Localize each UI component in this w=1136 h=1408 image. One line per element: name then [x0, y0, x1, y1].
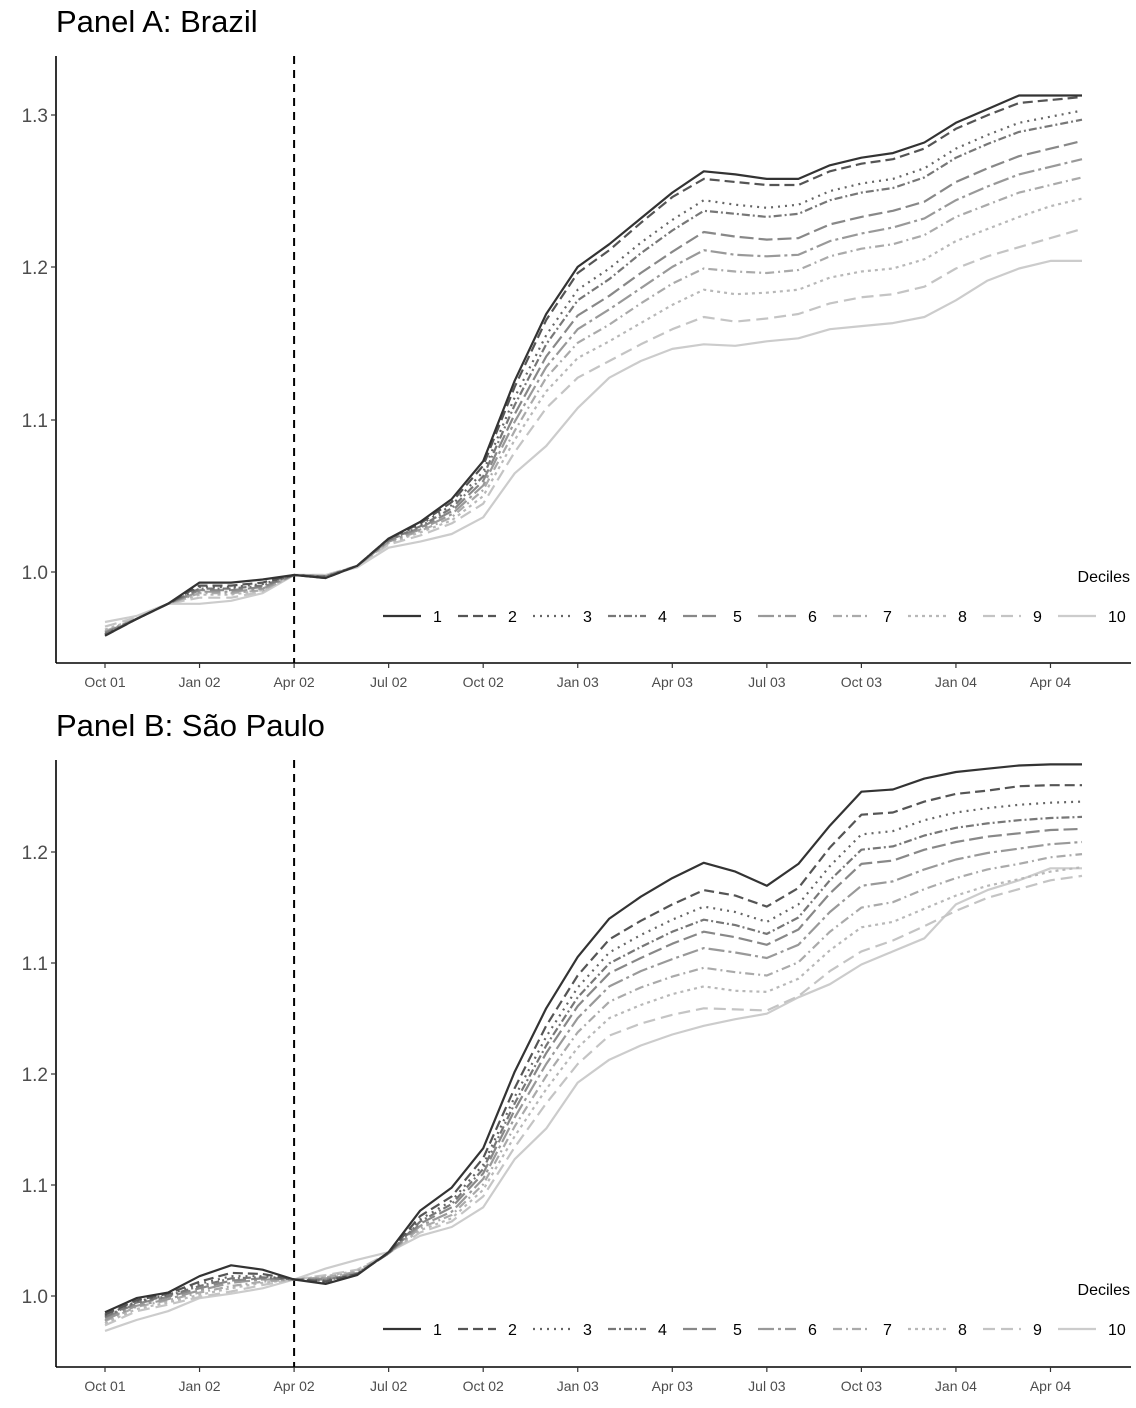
x-tick-label: Oct 02 — [463, 674, 504, 690]
legend-label: 5 — [733, 609, 742, 626]
legend-label: 5 — [733, 1322, 742, 1339]
series-line-decile-9 — [104, 227, 1083, 628]
x-tick-label: Apr 03 — [652, 674, 693, 690]
x-tick-label: Jan 04 — [935, 1378, 977, 1394]
legend-label: 8 — [958, 1322, 967, 1339]
legend-label: 10 — [1108, 609, 1126, 626]
series-line-decile-8 — [104, 866, 1083, 1325]
series-line-decile-9 — [104, 874, 1083, 1327]
y-tick-label: 1.2 — [22, 843, 48, 864]
x-tick-label: Jul 03 — [748, 1378, 786, 1394]
series-line-decile-7 — [104, 853, 1083, 1323]
legend-label: 4 — [658, 1322, 667, 1339]
legend-label: 7 — [883, 609, 892, 626]
series-line-decile-7 — [104, 176, 1083, 633]
x-tick-label: Jul 02 — [370, 674, 408, 690]
legend-label: 7 — [883, 1322, 892, 1339]
legend-label: 10 — [1108, 1322, 1126, 1339]
legend-label: 2 — [508, 609, 517, 626]
x-tick-label: Apr 04 — [1030, 674, 1071, 690]
series-line-decile-5 — [104, 827, 1083, 1319]
y-tick-label: 1.0 — [22, 563, 48, 584]
series-line-decile-10 — [104, 259, 1082, 624]
x-tick-label: Apr 04 — [1030, 1378, 1071, 1394]
series-line-decile-4 — [104, 118, 1083, 636]
x-tick-label: Jan 04 — [935, 674, 977, 690]
series-line-decile-6 — [104, 158, 1083, 634]
legend-title: Deciles — [1078, 569, 1130, 586]
panel-a: Panel A: Brazil 1.0 1.1 1.2 1.3 Oct 01 Jan 02… — [22, 4, 1131, 690]
y-tick-label: 1.3 — [22, 106, 48, 127]
y-tick-label: 1.0 — [22, 1287, 48, 1308]
series-line-decile-2 — [104, 784, 1082, 1316]
legend-label: 6 — [808, 1322, 817, 1339]
series-line-decile-6 — [104, 840, 1083, 1322]
legend-label: 4 — [658, 609, 667, 626]
legend-label: 6 — [808, 609, 817, 626]
series-line-decile-1 — [104, 763, 1082, 1314]
y-tick-label: 1.2 — [22, 258, 48, 279]
x-tick-label: Jan 03 — [557, 1378, 599, 1394]
x-tick-label: Apr 02 — [273, 674, 314, 690]
y-tick-label: 1.2 — [22, 1065, 48, 1086]
panel-title: Panel B: São Paulo — [56, 708, 325, 743]
series-line-decile-1 — [104, 94, 1082, 637]
panel-title: Panel A: Brazil — [56, 4, 258, 39]
legend-label: 9 — [1033, 1322, 1042, 1339]
legend-label: 1 — [433, 609, 442, 626]
x-tick-label: Apr 03 — [652, 1378, 693, 1394]
x-tick-label: Oct 03 — [841, 674, 882, 690]
legend-label: 2 — [508, 1322, 517, 1339]
series-line-decile-2 — [104, 95, 1083, 637]
x-tick-label: Oct 03 — [841, 1378, 882, 1394]
x-tick-label: Apr 02 — [273, 1378, 314, 1394]
y-tick-label: 1.1 — [22, 954, 48, 975]
y-tick-label: 1.1 — [22, 411, 48, 432]
series-line-decile-10 — [104, 867, 1082, 1332]
chart-a: 1.0 1.1 1.2 1.3 Oct 01 Jan 02 Apr 02 Jul 02 Oct … — [22, 56, 1131, 690]
series-line-decile-5 — [104, 139, 1083, 634]
y-tick-label: 1.1 — [22, 1176, 48, 1197]
x-tick-label: Jul 03 — [748, 674, 786, 690]
series-line-decile-8 — [104, 197, 1083, 631]
legend-title: Deciles — [1078, 1282, 1130, 1299]
x-tick-label: Jan 02 — [179, 1378, 221, 1394]
legend-label: 9 — [1033, 609, 1042, 626]
x-tick-label: Oct 01 — [84, 1378, 125, 1394]
legend-label: 8 — [958, 609, 967, 626]
legend-label: 1 — [433, 1322, 442, 1339]
series-line-decile-4 — [104, 815, 1083, 1318]
x-tick-label: Jan 02 — [179, 674, 221, 690]
legend-label: 3 — [583, 609, 592, 626]
panel-b: Panel B: São Paulo 1.0 1.1 1.2 1.1 1.2 Oct 01… — [0, 704, 1136, 1408]
x-tick-label: Jan 03 — [557, 674, 599, 690]
x-tick-label: Oct 01 — [84, 674, 125, 690]
x-tick-label: Jul 02 — [370, 1378, 408, 1394]
chart-b: 1.0 1.1 1.2 1.1 1.2 Oct 01 Jan 02 Apr 02 Jul 02 O… — [22, 760, 1131, 1394]
series-line-decile-3 — [104, 800, 1083, 1317]
legend-label: 3 — [583, 1322, 592, 1339]
series-line-decile-3 — [104, 109, 1083, 636]
x-tick-label: Oct 02 — [463, 1378, 504, 1394]
